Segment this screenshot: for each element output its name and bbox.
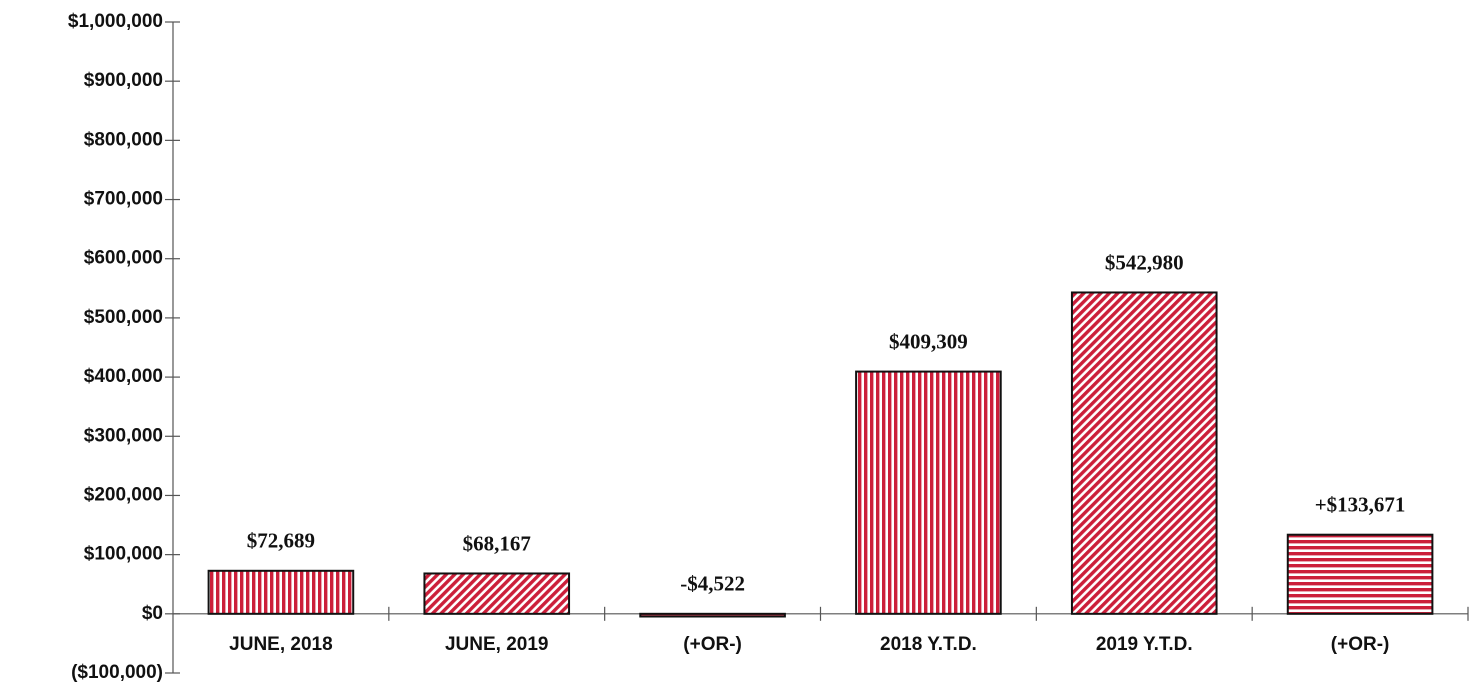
y-tick-label: $600,000 [84,248,163,269]
value-label: -$4,522 [680,572,745,596]
x-tick-label: JUNE, 2018 [229,634,333,655]
bar [639,612,786,618]
x-tick-label: (+OR-) [1331,634,1390,655]
value-label: $72,689 [247,529,315,553]
bar [1070,291,1218,615]
y-tick-label: $200,000 [84,484,163,505]
bar [1286,533,1434,615]
x-tick-label: 2019 Y.T.D. [1096,634,1193,655]
x-tick-label: JUNE, 2019 [445,634,549,655]
bar [207,569,355,615]
y-tick-label: $0 [142,603,163,624]
y-tick-label: $1,000,000 [68,11,163,32]
bar [423,572,571,615]
y-tick-label: $400,000 [84,366,163,387]
y-tick-label: $300,000 [84,425,163,446]
y-tick-label: $800,000 [84,129,163,150]
y-tick-label: $500,000 [84,307,163,328]
y-tick-label: $100,000 [84,544,163,565]
y-tick-label: $900,000 [84,70,163,91]
x-tick-label: 2018 Y.T.D. [880,634,977,655]
value-label: $542,980 [1105,250,1184,274]
y-tick-label: $700,000 [84,189,163,210]
bar [855,370,1002,615]
value-label: $409,309 [889,329,968,353]
value-label: +$133,671 [1315,493,1406,517]
x-tick-label: (+OR-) [683,634,742,655]
value-label: $68,167 [463,531,531,555]
y-tick-label: ($100,000) [71,662,163,683]
